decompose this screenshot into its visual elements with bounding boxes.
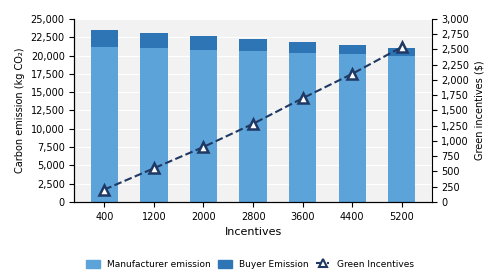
Bar xyxy=(90,30,118,47)
Bar xyxy=(140,33,168,48)
Legend: Manufacturer emission, Buyer Emission, Green Incentives: Manufacturer emission, Buyer Emission, G… xyxy=(83,256,417,273)
Bar xyxy=(240,51,266,202)
Bar xyxy=(240,39,266,51)
Bar xyxy=(90,47,118,202)
Y-axis label: Carbon emission (kg CO₂): Carbon emission (kg CO₂) xyxy=(15,48,25,173)
Bar xyxy=(140,48,168,202)
Bar xyxy=(388,48,415,56)
Bar xyxy=(289,42,316,53)
Bar xyxy=(190,36,217,50)
Y-axis label: Green incentives ($): Green incentives ($) xyxy=(475,61,485,160)
Bar xyxy=(289,53,316,202)
Bar xyxy=(190,50,217,202)
X-axis label: Incentives: Incentives xyxy=(224,227,281,237)
Bar xyxy=(388,56,415,202)
Bar xyxy=(338,45,366,54)
Bar xyxy=(338,54,366,202)
